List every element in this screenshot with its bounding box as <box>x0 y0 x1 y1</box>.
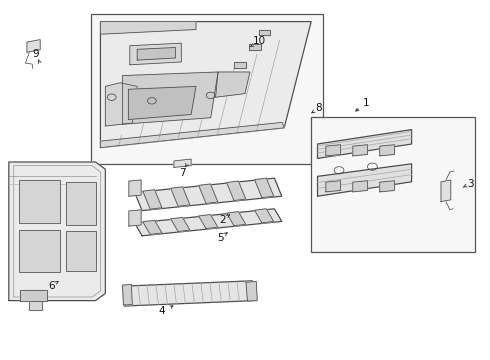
Bar <box>19 180 60 223</box>
Polygon shape <box>135 178 282 211</box>
Polygon shape <box>100 122 284 148</box>
Polygon shape <box>326 181 341 192</box>
Bar <box>66 231 96 271</box>
Polygon shape <box>199 215 218 229</box>
Bar <box>19 230 60 272</box>
Text: 10: 10 <box>253 36 266 46</box>
Polygon shape <box>129 180 141 196</box>
Polygon shape <box>174 159 191 167</box>
Bar <box>91 14 323 164</box>
Polygon shape <box>353 181 368 192</box>
Polygon shape <box>246 282 257 301</box>
Text: 1: 1 <box>363 98 370 108</box>
Polygon shape <box>100 22 311 148</box>
Text: 5: 5 <box>217 233 224 243</box>
Polygon shape <box>318 130 412 158</box>
Polygon shape <box>255 178 273 198</box>
Text: 6: 6 <box>48 281 55 291</box>
Polygon shape <box>122 284 132 305</box>
Polygon shape <box>380 145 394 156</box>
Polygon shape <box>130 43 181 65</box>
Polygon shape <box>226 212 245 226</box>
Polygon shape <box>20 290 47 301</box>
Text: 8: 8 <box>315 103 322 113</box>
Polygon shape <box>380 181 394 192</box>
Polygon shape <box>171 217 190 231</box>
Polygon shape <box>318 164 412 196</box>
Polygon shape <box>128 86 196 120</box>
Text: 9: 9 <box>32 49 39 59</box>
Polygon shape <box>100 22 196 34</box>
Polygon shape <box>122 72 218 124</box>
Polygon shape <box>105 83 137 126</box>
Polygon shape <box>199 184 218 203</box>
Polygon shape <box>27 40 40 52</box>
Text: 7: 7 <box>179 168 186 178</box>
Text: 4: 4 <box>158 306 165 316</box>
Polygon shape <box>226 181 245 201</box>
Polygon shape <box>255 209 273 223</box>
Polygon shape <box>137 48 175 60</box>
Text: 3: 3 <box>467 179 474 189</box>
Polygon shape <box>259 30 270 35</box>
Polygon shape <box>9 162 105 301</box>
Polygon shape <box>171 187 190 206</box>
Bar <box>66 182 96 225</box>
Polygon shape <box>122 281 255 306</box>
Polygon shape <box>29 301 42 310</box>
Polygon shape <box>353 145 368 156</box>
Polygon shape <box>441 180 451 202</box>
Polygon shape <box>143 220 162 234</box>
Polygon shape <box>326 145 341 156</box>
Polygon shape <box>129 210 141 226</box>
Bar <box>311 117 475 252</box>
Polygon shape <box>216 72 250 97</box>
Polygon shape <box>234 62 246 68</box>
Polygon shape <box>143 190 162 209</box>
Polygon shape <box>135 209 282 236</box>
Polygon shape <box>249 44 261 50</box>
Text: 2: 2 <box>220 215 226 225</box>
